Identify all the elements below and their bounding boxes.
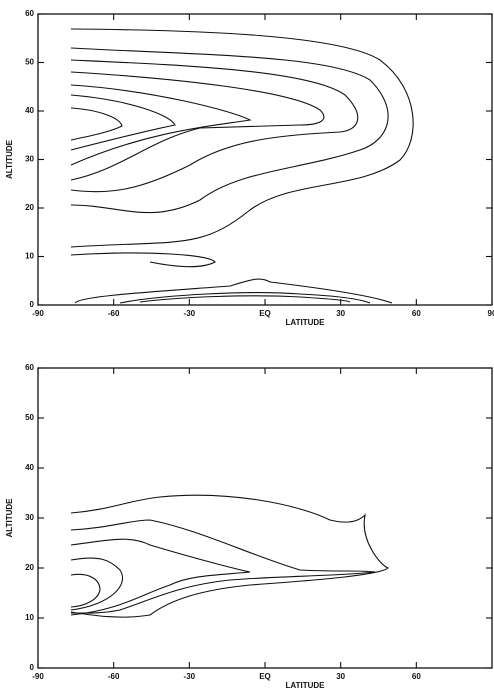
contour-line bbox=[70, 59, 359, 193]
contour-line bbox=[70, 84, 252, 166]
contour-line bbox=[70, 538, 251, 616]
contour-line bbox=[70, 94, 176, 151]
contour-line bbox=[70, 573, 101, 608]
y-tick-label: 50 bbox=[25, 413, 34, 422]
y-tick-label: 20 bbox=[25, 203, 34, 212]
contour-line bbox=[74, 278, 393, 304]
x-tick-label: -30 bbox=[184, 672, 196, 681]
contour-line bbox=[70, 107, 123, 141]
x-axis-label: LATITUDE bbox=[286, 681, 326, 690]
contour-line bbox=[139, 295, 351, 303]
y-tick-label: 0 bbox=[30, 300, 35, 309]
y-tick-label: 10 bbox=[25, 252, 34, 261]
x-tick-label: 60 bbox=[412, 672, 421, 681]
contour-line bbox=[70, 28, 414, 248]
x-tick-label: EQ bbox=[259, 309, 271, 318]
y-tick-label: 60 bbox=[25, 363, 34, 372]
contours-bottom bbox=[70, 494, 390, 618]
contour-line bbox=[70, 519, 376, 614]
x-tick-label: -90 bbox=[32, 309, 44, 318]
y-axis-label: ALTITUDE bbox=[5, 498, 14, 538]
x-tick-label: -30 bbox=[184, 309, 196, 318]
contour-line bbox=[70, 252, 216, 268]
contour-line bbox=[70, 557, 124, 611]
x-tick-label: -60 bbox=[108, 309, 120, 318]
x-tick-label: 60 bbox=[412, 309, 421, 318]
x-tick-label: 90 bbox=[488, 309, 494, 318]
y-tick-label: 60 bbox=[25, 9, 34, 18]
contour-line bbox=[119, 292, 371, 304]
contour-line bbox=[70, 71, 325, 181]
contours-top bbox=[70, 28, 414, 304]
x-tick-label: 30 bbox=[336, 672, 345, 681]
y-tick-label: 30 bbox=[25, 513, 34, 522]
x-tick-label: -90 bbox=[32, 672, 44, 681]
y-tick-label: 20 bbox=[25, 563, 34, 572]
y-tick-label: 10 bbox=[25, 613, 34, 622]
x-tick-label: 30 bbox=[336, 309, 345, 318]
y-tick-label: 30 bbox=[25, 155, 34, 164]
x-tick-label: EQ bbox=[259, 672, 271, 681]
y-tick-label: 50 bbox=[25, 58, 34, 67]
x-tick-label: -60 bbox=[108, 672, 120, 681]
y-tick-label: 0 bbox=[30, 663, 35, 672]
y-tick-label: 40 bbox=[25, 106, 34, 115]
contour-line bbox=[70, 494, 390, 618]
x-axis-label: LATITUDE bbox=[286, 318, 326, 327]
y-axis-label: ALTITUDE bbox=[5, 139, 14, 179]
y-tick-label: 40 bbox=[25, 463, 34, 472]
plot-frame bbox=[37, 367, 493, 669]
contour-line bbox=[70, 47, 389, 214]
